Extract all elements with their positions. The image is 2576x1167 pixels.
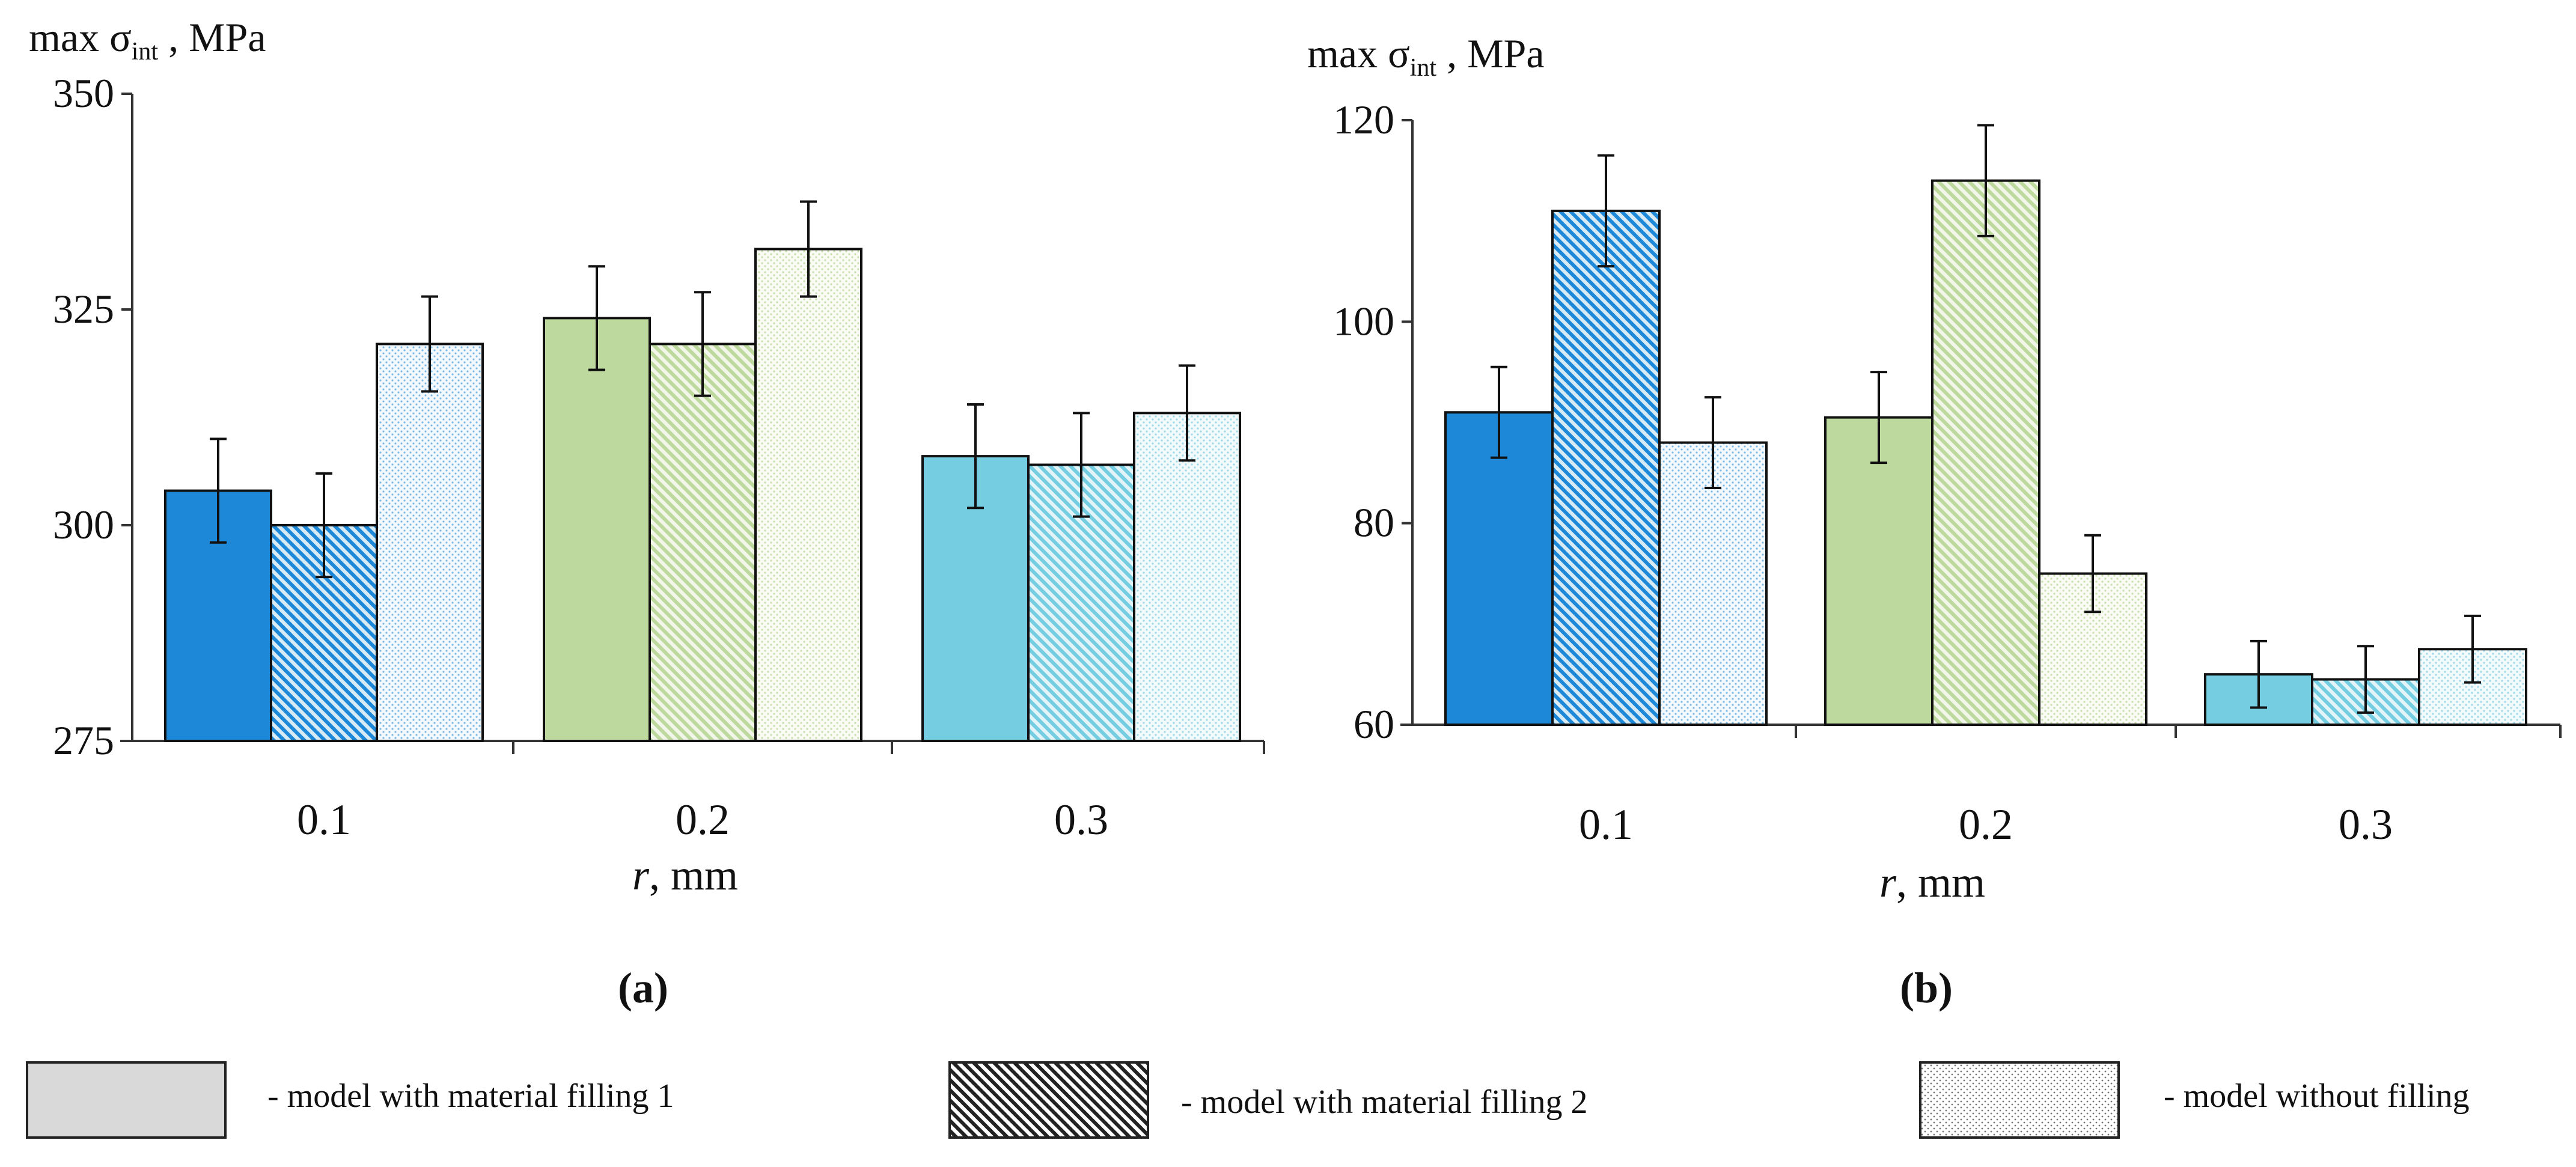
- y-axis-title-subscript: int: [1410, 54, 1437, 82]
- x-axis-title-a: r, mm: [632, 851, 738, 899]
- y-axis-title-subscript: int: [132, 38, 159, 66]
- svg-text:max σint , MPa: max σint , MPa: [1307, 31, 1545, 82]
- x-tick-label: 0.2: [676, 796, 730, 844]
- legend-item-without-filling: - model without filling: [1919, 1061, 2470, 1139]
- y-tick-label: 120: [1333, 97, 1394, 142]
- bar: [1444, 411, 1554, 726]
- x-tick-label: 0.1: [1579, 800, 1633, 849]
- y-tick-label: 300: [53, 502, 114, 547]
- x-axis-title-variable: r: [1879, 858, 1897, 906]
- y-tick-label: 275: [53, 718, 114, 763]
- bar: [754, 248, 862, 743]
- x-tick-label: 0.3: [2339, 800, 2393, 849]
- svg-text:max σint , MPa: max σint , MPa: [29, 14, 266, 66]
- y-tick-label: 60: [1354, 701, 1394, 747]
- legend-swatch-dotted: [1919, 1061, 2120, 1139]
- plot-area-b: 60 80 100 120 0.1 0.2 0.3: [1333, 97, 2562, 849]
- svg-text:r, mm: r, mm: [1879, 858, 1985, 906]
- y-axis-title-b: max σint , MPa: [1307, 31, 1545, 82]
- legend-label: - model with material filling 1: [267, 1077, 674, 1115]
- y-axis-title-a: max σint , MPa: [29, 14, 266, 66]
- y-axis-title-prefix: max σ: [1307, 31, 1410, 76]
- y-tick-label: 100: [1333, 298, 1394, 344]
- bar: [376, 343, 484, 742]
- x-tick-label: 0.1: [297, 796, 351, 844]
- x-tick-label: 0.3: [1054, 796, 1108, 844]
- svg-text:r, mm: r, mm: [632, 851, 738, 899]
- bar: [1658, 441, 1768, 726]
- legend-swatch-hatched: [948, 1061, 1149, 1139]
- legend: - model with material filling 1 - model …: [26, 1061, 2470, 1139]
- y-axis-title-prefix: max σ: [29, 14, 132, 60]
- panel-label-a: (a): [618, 964, 668, 1012]
- legend-label: - model with material filling 2: [1181, 1083, 1588, 1121]
- bar: [1551, 209, 1661, 726]
- legend-item-filling-2: - model with material filling 2: [948, 1061, 1588, 1139]
- y-tick-label: 350: [53, 70, 114, 116]
- y-axis-title-suffix: , MPa: [1436, 31, 1544, 76]
- legend-swatch-solid: [26, 1061, 227, 1139]
- plot-area-a: 275 300 325 350 0.1 0.2 0.3: [53, 70, 1265, 844]
- bar: [1931, 179, 2040, 727]
- bar: [1824, 416, 1934, 726]
- bar: [649, 343, 757, 742]
- x-tick-label: 0.2: [1959, 800, 2013, 849]
- y-tick-label: 325: [53, 286, 114, 332]
- panel-label-b: (b): [1900, 964, 1953, 1012]
- x-axis-title-unit: , mm: [1896, 858, 1985, 906]
- legend-item-filling-1: - model with material filling 1: [26, 1061, 674, 1139]
- y-tick-label: 80: [1354, 500, 1394, 546]
- x-axis-title-b: r, mm: [1879, 858, 1985, 906]
- x-axis-title-unit: , mm: [649, 851, 738, 899]
- bar: [1133, 412, 1241, 742]
- bar: [543, 317, 651, 742]
- y-axis-title-suffix: , MPa: [158, 14, 266, 60]
- x-axis-title-variable: r: [632, 851, 650, 899]
- legend-label: - model without filling: [2164, 1077, 2470, 1115]
- chart-panel-b: max σint , MPa 60 80 100 120 0.1 0.2 0.3 r, mm…: [1307, 31, 2562, 1012]
